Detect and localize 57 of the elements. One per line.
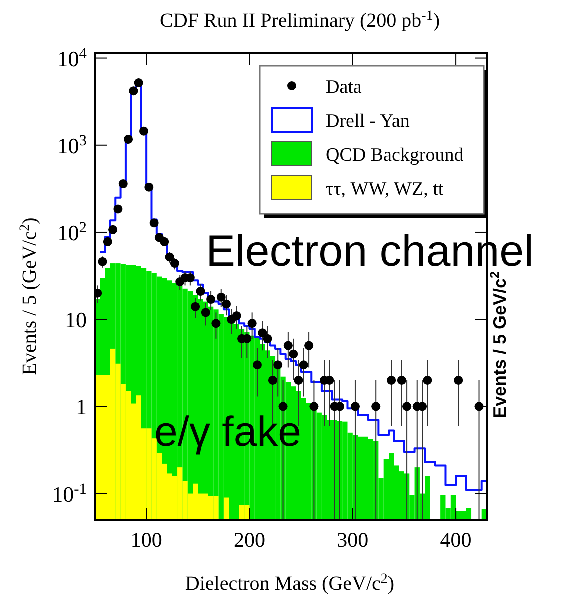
x-tick-label: 400 [440, 528, 472, 552]
point [216, 292, 226, 302]
point [114, 204, 123, 214]
point [150, 218, 159, 228]
point [160, 237, 170, 246]
point [454, 376, 464, 385]
y-tick-label: 10$^{-1}$ [52, 480, 87, 507]
legend-label: Data [326, 77, 362, 98]
point [191, 302, 200, 312]
point [144, 182, 154, 192]
point [124, 134, 134, 144]
y-tick-label: 10$^{4}$ [57, 44, 88, 72]
chart-title: CDF Run II Preliminary (200 pb$^{-1}$) [160, 8, 440, 32]
point [252, 360, 262, 370]
point [387, 376, 396, 385]
x-tick-label: 100 [130, 528, 162, 552]
point [222, 300, 232, 309]
point [108, 225, 118, 234]
point [284, 341, 293, 350]
point [118, 180, 128, 189]
point [196, 287, 206, 296]
y-tick-label: 1 [76, 394, 87, 420]
point [165, 252, 174, 262]
point [268, 376, 278, 385]
point [304, 341, 314, 350]
point [397, 376, 406, 385]
legend-label: ττ, WW, WZ, tt [326, 179, 444, 200]
point [274, 360, 283, 370]
legend-label: Drell - Yan [326, 111, 410, 132]
point [140, 126, 148, 136]
point [134, 78, 144, 88]
point [299, 360, 308, 370]
legend-label: QCD Background [326, 145, 464, 166]
point [294, 376, 304, 385]
point [423, 376, 432, 385]
x-tick-label: 200 [234, 528, 266, 552]
point [170, 259, 180, 268]
point [248, 319, 257, 328]
y-tick-label: 10 [65, 308, 87, 333]
point [206, 295, 216, 304]
point [350, 402, 360, 412]
y-tick-label: 10$^{2}$ [57, 218, 87, 246]
point [372, 402, 381, 412]
point [232, 311, 242, 320]
point [129, 86, 138, 96]
x-axis-title: Dielectron Mass (GeV/c$^{2}$) [185, 572, 395, 595]
point [402, 402, 412, 412]
point [212, 319, 221, 328]
point [289, 350, 298, 359]
point [201, 308, 210, 318]
point [103, 237, 112, 246]
x-tick-label: 300 [337, 528, 369, 552]
point [258, 328, 268, 338]
point [310, 402, 319, 412]
point [263, 334, 272, 344]
y-tick-label: 10$^{3}$ [57, 132, 88, 158]
point [98, 257, 108, 266]
